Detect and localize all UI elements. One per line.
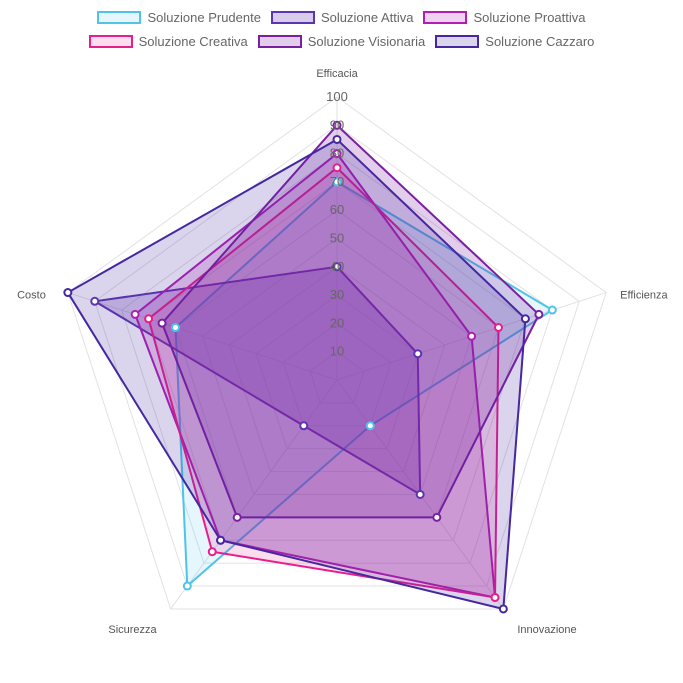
legend-item-visionaria[interactable]: Soluzione Visionaria xyxy=(257,33,426,49)
legend-swatch-cazzaro xyxy=(435,34,480,48)
legend-swatch-creativa xyxy=(88,34,133,48)
grid-ring-5 xyxy=(201,237,473,495)
axis-label-sicurezza: Sicurezza xyxy=(108,624,157,636)
tick-label-70: 70 xyxy=(330,174,344,189)
legend-label-creativa: Soluzione Creativa xyxy=(138,33,248,49)
axis-label-efficacia: Efficacia xyxy=(316,68,358,80)
legend-swatch-attiva xyxy=(270,10,315,24)
legend-item-attiva[interactable]: Soluzione Attiva xyxy=(270,9,414,25)
grid-ring-2 xyxy=(282,322,392,427)
tick-label-20: 20 xyxy=(330,315,344,330)
point-soluzione-creativa-costo xyxy=(144,314,154,324)
axis-line-sicurezza xyxy=(170,379,338,610)
grid-ring-8 xyxy=(121,152,553,564)
point-soluzione-visionaria-efficienza xyxy=(534,309,544,319)
tick-label-30: 30 xyxy=(330,287,344,302)
legend-item-prudente[interactable]: Soluzione Prudente xyxy=(97,9,261,25)
point-soluzione-creativa-innovazione xyxy=(490,593,500,603)
point-soluzione-visionaria-efficacia xyxy=(332,120,342,130)
axis-label-costo: Costo xyxy=(17,290,46,302)
grid-ring-9 xyxy=(94,124,580,587)
legend-swatch-prudente xyxy=(97,10,142,24)
point-soluzione-cazzaro-efficacia xyxy=(332,134,342,144)
legend: Soluzione Prudente Soluzione Attiva Solu… xyxy=(0,5,683,53)
point-soluzione-prudente-costo xyxy=(171,323,181,333)
point-soluzione-attiva-efficacia xyxy=(332,262,342,272)
legend-label-proattiva: Soluzione Proattiva xyxy=(473,9,586,25)
legend-label-prudente: Soluzione Prudente xyxy=(147,9,261,25)
tick-label-10: 10 xyxy=(330,344,344,359)
point-soluzione-proattiva-costo xyxy=(130,309,140,319)
point-soluzione-prudente-efficacia xyxy=(332,177,342,187)
grid-ring-3 xyxy=(255,294,419,450)
legend-item-proattiva[interactable]: Soluzione Proattiva xyxy=(423,9,586,25)
legend-swatch-visionaria xyxy=(257,34,302,48)
axis-label-innovazione: Innovazione xyxy=(517,624,576,636)
tick-layer: 10 20 30 40 50 60 70 80 90 100 xyxy=(326,89,348,359)
axis-label-layer: Efficacia Efficienza Innovazione Sicurezza C… xyxy=(17,68,668,636)
point-soluzione-prudente-efficienza xyxy=(547,305,557,315)
series-area-soluzione-prudente xyxy=(174,180,555,589)
point-soluzione-visionaria-innovazione xyxy=(432,512,442,522)
point-soluzione-prudente-innovazione xyxy=(365,421,375,431)
point-soluzione-attiva-efficienza xyxy=(413,349,423,359)
grid-ring-4 xyxy=(228,266,446,473)
point-soluzione-prudente-sicurezza xyxy=(182,581,192,591)
point-soluzione-cazzaro-innovazione xyxy=(498,604,508,614)
tick-label-90: 90 xyxy=(330,117,344,132)
tick-label-100: 100 xyxy=(326,89,348,104)
tick-label-60: 60 xyxy=(330,202,344,217)
legend-label-cazzaro: Soluzione Cazzaro xyxy=(485,33,595,49)
legend-label-attiva: Soluzione Attiva xyxy=(320,9,414,25)
series-area-soluzione-creativa xyxy=(147,166,500,599)
point-soluzione-creativa-efficacia xyxy=(332,163,342,173)
point-soluzione-attiva-sicurezza xyxy=(299,421,309,431)
grid-ring-7 xyxy=(148,181,526,541)
legend-row-1: Soluzione Prudente Soluzione Attiva Solu… xyxy=(0,5,683,29)
point-soluzione-attiva-innovazione xyxy=(415,489,425,499)
point-soluzione-visionaria-sicurezza xyxy=(232,512,242,522)
grid-ring-10 xyxy=(67,96,607,610)
axis-label-efficienza: Efficienza xyxy=(620,290,668,302)
point-soluzione-attiva-costo xyxy=(90,296,100,306)
point-soluzione-proattiva-efficacia xyxy=(332,149,342,159)
series-area-soluzione-visionaria xyxy=(160,123,541,519)
point-soluzione-cazzaro-efficienza xyxy=(520,314,530,324)
axis-line-costo xyxy=(67,292,338,381)
legend-label-visionaria: Soluzione Visionaria xyxy=(307,33,426,49)
legend-row-2: Soluzione Creativa Soluzione Visionaria … xyxy=(0,29,683,53)
series-layer xyxy=(63,120,557,614)
series-area-soluzione-cazzaro xyxy=(66,138,527,611)
point-soluzione-proattiva-efficienza xyxy=(467,331,477,341)
grid-ring-1 xyxy=(309,351,365,404)
point-soluzione-cazzaro-sicurezza xyxy=(216,535,226,545)
legend-item-creativa[interactable]: Soluzione Creativa xyxy=(88,33,248,49)
point-soluzione-creativa-sicurezza xyxy=(207,547,217,557)
point-soluzione-creativa-efficienza xyxy=(493,323,503,333)
tick-label-50: 50 xyxy=(330,231,344,246)
tick-label-80: 80 xyxy=(330,146,344,161)
tick-label-40: 40 xyxy=(330,259,344,274)
point-soluzione-cazzaro-costo xyxy=(63,288,73,298)
legend-item-cazzaro[interactable]: Soluzione Cazzaro xyxy=(435,34,594,49)
legend-swatch-proattiva xyxy=(423,10,468,24)
point-soluzione-visionaria-costo xyxy=(157,318,167,328)
